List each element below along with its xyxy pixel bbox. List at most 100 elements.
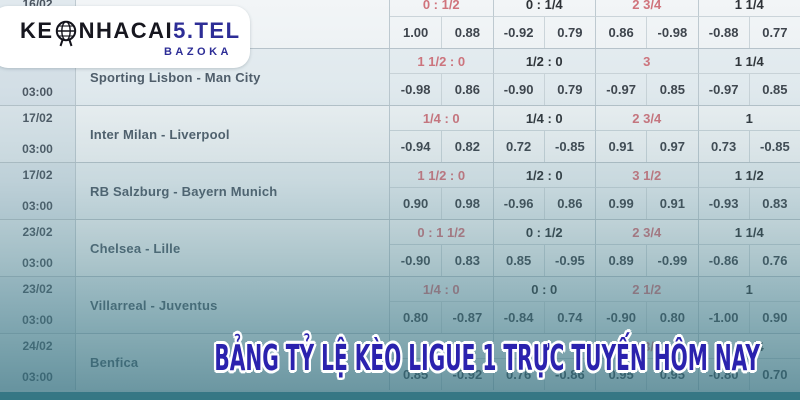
odds-value[interactable]: -0.90: [492, 74, 544, 105]
odds-value[interactable]: -0.94: [400, 139, 431, 154]
handicap-label: 3 1/2: [595, 163, 698, 188]
odds-value[interactable]: 0.70: [748, 359, 800, 390]
handicap-label: 2 3/4: [595, 106, 698, 131]
odds-value[interactable]: -0.87: [441, 302, 492, 333]
odds-value[interactable]: -0.95: [543, 245, 595, 276]
odds-value[interactable]: -0.99: [646, 245, 697, 276]
odds-value[interactable]: -0.88: [697, 17, 749, 48]
match-row: 23/02 03:00 Chelsea - Lille 0 : 1 1/2 0 …: [0, 219, 800, 276]
handicap-label: 1 1/2: [697, 163, 800, 188]
odds-value[interactable]: 0.95: [595, 359, 646, 390]
match-row: 24/02 03:00 Benfica 2 3/4 1 1/4 0.85 -0.…: [0, 333, 800, 390]
odds-value[interactable]: 0.85: [646, 74, 697, 105]
odds-value[interactable]: 0.74: [543, 302, 595, 333]
logo-text-suffix: 5.TEL: [173, 18, 241, 43]
odds-value[interactable]: 0.72: [492, 131, 544, 162]
odds-cells: 1 1/2 : 0 1/2 : 0 3 1/2 1 1/2 0.90 0.98 …: [390, 163, 800, 219]
match-name[interactable]: Inter Milan - Liverpool: [76, 106, 390, 162]
match-date: 17/02: [22, 168, 53, 182]
handicap-label: 2 3/4: [595, 220, 698, 245]
handicap-label: 0 : 1 1/2: [390, 220, 493, 245]
site-logo[interactable]: KE NHACAI 5.TEL BAZOKA: [0, 6, 250, 68]
odds-value[interactable]: 0.89: [595, 245, 646, 276]
match-date: 17/02: [22, 111, 53, 125]
handicap-label: 1/4 : 0: [390, 106, 493, 131]
match-time: 03:00: [22, 370, 53, 384]
odds-value[interactable]: 0.88: [441, 17, 492, 48]
odds-value[interactable]: -0.97: [697, 74, 749, 105]
odds-value[interactable]: 0.77: [748, 17, 800, 48]
odds-value[interactable]: 0.95: [646, 359, 697, 390]
logo-text-mid: NHACAI: [78, 18, 174, 43]
handicap-label: 1 1/4: [697, 334, 800, 359]
match-row: 17/02 03:00 Inter Milan - Liverpool 1/4 …: [0, 105, 800, 162]
odds-value[interactable]: 0.82: [441, 131, 492, 162]
match-date-cell: 17/02 03:00: [0, 163, 76, 219]
odds-value[interactable]: 0.97: [646, 131, 697, 162]
odds-value[interactable]: -0.93: [697, 188, 749, 219]
match-name[interactable]: Benfica: [76, 334, 390, 390]
handicap-label: 1 1/4: [697, 49, 800, 74]
odds-value[interactable]: -0.97: [595, 74, 646, 105]
handicap-label: 3: [595, 49, 698, 74]
match-name[interactable]: Villarreal - Juventus: [76, 277, 390, 333]
odds-value[interactable]: 0.86: [595, 17, 646, 48]
odds-value[interactable]: 0.80: [646, 302, 697, 333]
odds-value[interactable]: 0.76: [748, 245, 800, 276]
handicap-label: [492, 334, 595, 359]
odds-value[interactable]: -0.90: [400, 253, 431, 268]
odds-value[interactable]: 0.80: [402, 310, 429, 325]
odds-value[interactable]: 1.00: [402, 25, 429, 40]
odds-value[interactable]: -0.84: [492, 302, 544, 333]
globe-mascot-icon: [55, 20, 76, 46]
odds-value[interactable]: 0.99: [595, 188, 646, 219]
odds-value[interactable]: -1.00: [697, 302, 749, 333]
handicap-label: 1 1/4: [697, 220, 800, 245]
odds-value[interactable]: 0.79: [543, 74, 595, 105]
match-time: 03:00: [22, 199, 53, 213]
odds-value[interactable]: -0.86: [697, 245, 749, 276]
odds-value[interactable]: 0.79: [543, 17, 595, 48]
odds-cells: 2 3/4 1 1/4 0.85 -0.92 0.76 -0.86 0.95 0…: [390, 334, 800, 390]
odds-value[interactable]: -0.96: [492, 188, 544, 219]
handicap-label: 1 1/4: [697, 0, 800, 17]
match-date-cell: 17/02 03:00: [0, 106, 76, 162]
odds-value[interactable]: -0.92: [492, 17, 544, 48]
odds-value[interactable]: -0.90: [595, 302, 646, 333]
handicap-label: 0 : 1/2: [492, 220, 595, 245]
handicap-label: 1/4 : 0: [492, 106, 595, 131]
odds-value[interactable]: 0.90: [748, 302, 800, 333]
match-name[interactable]: RB Salzburg - Bayern Munich: [76, 163, 390, 219]
logo-wordmark: KE NHACAI 5.TEL: [20, 18, 250, 46]
handicap-label: 1/2 : 0: [492, 163, 595, 188]
odds-value[interactable]: 0.85: [748, 74, 800, 105]
odds-cells: 0 : 1 1/2 0 : 1/2 2 3/4 1 1/4 -0.90 0.83…: [390, 220, 800, 276]
odds-value[interactable]: 0.86: [543, 188, 595, 219]
odds-value[interactable]: 0.83: [748, 188, 800, 219]
odds-value[interactable]: 0.85: [402, 367, 429, 382]
odds-value[interactable]: 0.91: [595, 131, 646, 162]
odds-value[interactable]: 0.98: [441, 188, 492, 219]
odds-value[interactable]: -0.80: [697, 359, 749, 390]
odds-value[interactable]: 0.85: [492, 245, 544, 276]
odds-value[interactable]: 0.90: [402, 196, 429, 211]
odds-value[interactable]: -0.85: [543, 131, 595, 162]
handicap-label: 1/2 : 0: [492, 49, 595, 74]
match-name[interactable]: Chelsea - Lille: [76, 220, 390, 276]
odds-value[interactable]: 0.73: [697, 131, 749, 162]
odds-value[interactable]: -0.98: [646, 17, 697, 48]
odds-value[interactable]: 0.83: [441, 245, 492, 276]
odds-value[interactable]: -0.85: [748, 131, 800, 162]
logo-text-prefix: KE: [20, 18, 54, 43]
odds-value[interactable]: -0.86: [543, 359, 595, 390]
logo-tagline: BAZOKA: [163, 46, 232, 58]
odds-value[interactable]: 0.86: [441, 74, 492, 105]
match-date-cell: 23/02 03:00: [0, 220, 76, 276]
odds-value[interactable]: -0.92: [441, 359, 492, 390]
odds-value[interactable]: 0.91: [646, 188, 697, 219]
handicap-label: 1 1/2 : 0: [390, 163, 493, 188]
odds-cells: 1/4 : 0 1/4 : 0 2 3/4 1 -0.94 0.82 0.72 …: [390, 106, 800, 162]
odds-value[interactable]: -0.98: [400, 82, 431, 97]
odds-value[interactable]: 0.76: [492, 359, 544, 390]
